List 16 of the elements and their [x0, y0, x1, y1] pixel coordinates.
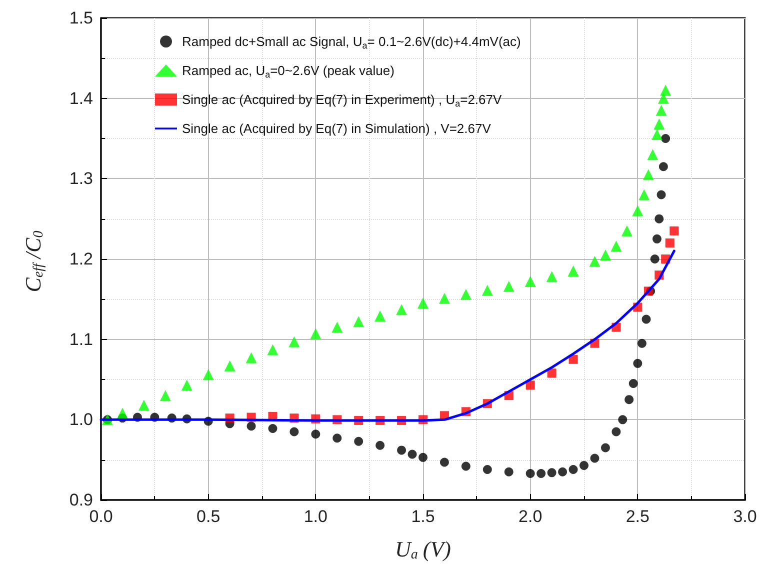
y-tick-label: 1.3	[69, 169, 93, 188]
x-tick-label: 2.0	[518, 507, 542, 526]
x-tick-label: 2.5	[626, 507, 650, 526]
y-tick-label: 1.1	[69, 330, 93, 349]
y-tick-label: 1.2	[69, 250, 93, 268]
y-tick-label: 0.9	[69, 490, 93, 510]
y-tick-label: 1.0	[69, 410, 93, 430]
x-tick-label: 0.0	[89, 507, 113, 526]
x-tick-label: 3.0	[733, 507, 757, 526]
y-tick-label: 1.5	[69, 8, 93, 28]
y-axis-title: Ceff/C0	[20, 230, 46, 292]
legend-label: Single ac (Acquired by Eq(7) in Simulation) , V=2.67V	[182, 121, 492, 136]
x-tick-label: 1.5	[411, 507, 435, 526]
y-tick-label: 1.4	[69, 88, 93, 108]
x-tick-label: 0.5	[196, 507, 220, 526]
x-tick-label: 1.0	[304, 507, 328, 526]
